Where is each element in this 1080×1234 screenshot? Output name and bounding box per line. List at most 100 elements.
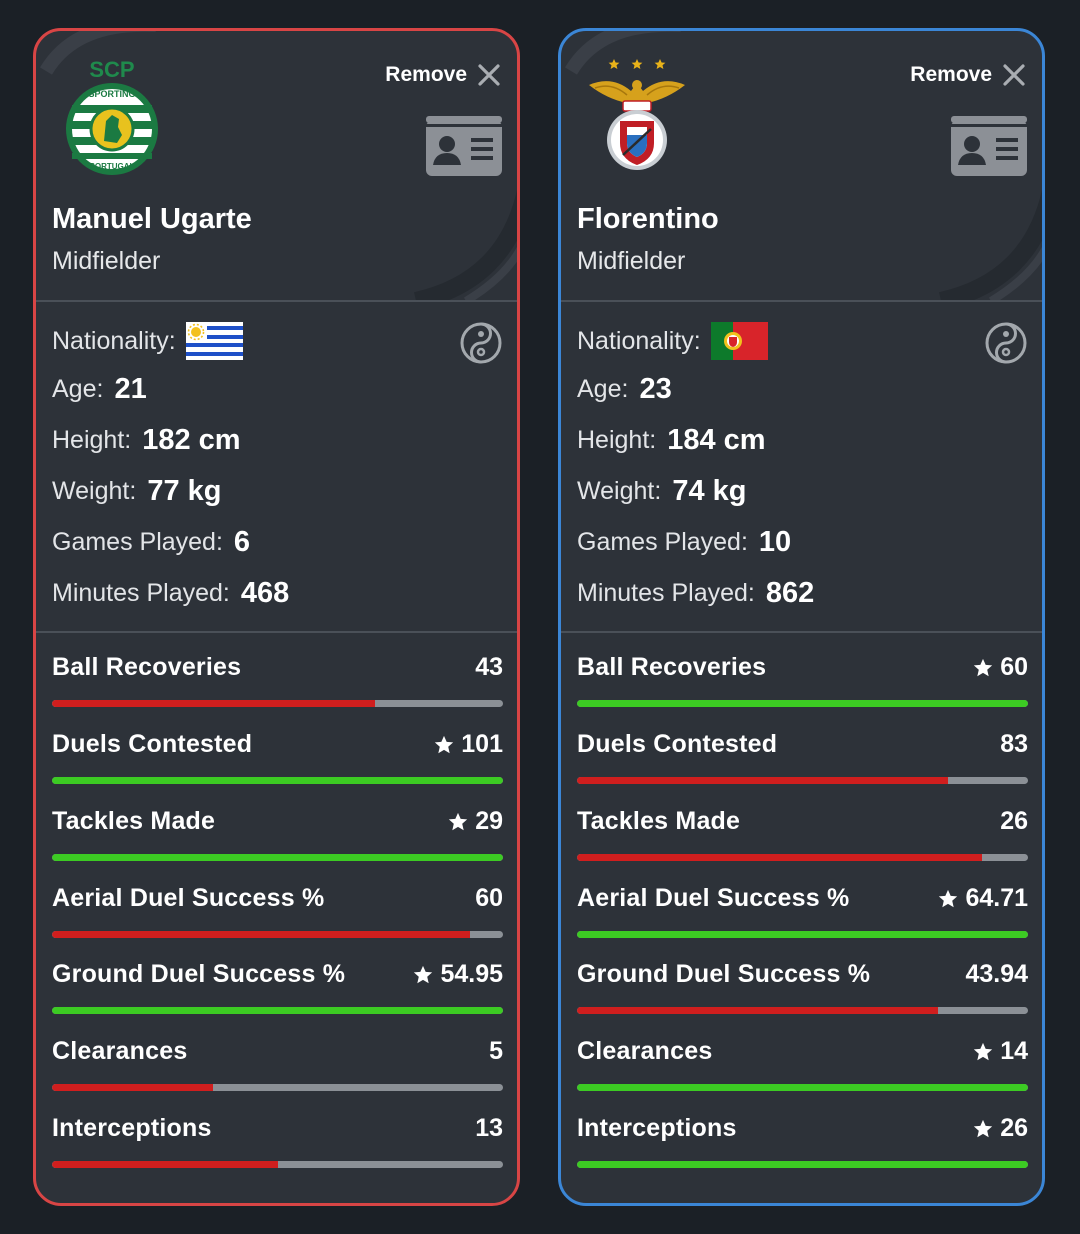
weight-label: Weight:	[52, 477, 137, 505]
stat-bar-fill	[577, 1007, 938, 1014]
star-icon	[974, 1042, 993, 1060]
weight-label: Weight:	[577, 477, 662, 505]
card-header: Remove Florentino Midfielder	[561, 31, 1042, 302]
portugal-flag	[710, 322, 768, 360]
close-icon	[1003, 64, 1025, 86]
height-value: 182 cm	[142, 424, 241, 456]
header-arc-decoration	[564, 31, 1042, 300]
age-value: 21	[114, 373, 147, 405]
weight-value: 74 kg	[672, 475, 747, 507]
stat-bar	[52, 931, 503, 938]
stat-label: Ground Duel Success %	[52, 960, 346, 988]
stat-bar-fill	[52, 700, 376, 707]
id-card-icon[interactable]	[425, 115, 503, 177]
stat-row: Ground Duel Success % 54.95	[52, 954, 503, 1030]
stat-label: Aerial Duel Success %	[577, 884, 850, 912]
minutes-value: 862	[765, 577, 815, 609]
star-icon	[449, 812, 468, 830]
stat-bar-fill	[52, 1161, 278, 1168]
stat-bar	[52, 1007, 503, 1014]
stat-number: 101	[461, 730, 503, 758]
stat-bar	[577, 1007, 1028, 1014]
stat-row: Clearances 14	[577, 1031, 1028, 1107]
stat-value: 101	[433, 730, 503, 759]
player-card-right: Remove Florentino Midfielder Nationality…	[558, 28, 1045, 1206]
weight-value: 77 kg	[147, 475, 222, 507]
age-label: Age:	[577, 375, 629, 403]
stat-row: Duels Contested 101	[52, 724, 503, 800]
weight-row: Weight: 77 kg	[52, 475, 221, 508]
nationality-row: Nationality:	[52, 322, 243, 360]
player-name: Florentino	[577, 203, 719, 235]
stat-value: 29	[447, 807, 503, 836]
stat-value: 26	[972, 1114, 1028, 1143]
crest-scp-text: SCP	[89, 57, 134, 82]
stats-list: Ball Recoveries 60 Duels Contested 83 Ta…	[561, 633, 1042, 1193]
minutes-row: Minutes Played: 468	[52, 577, 289, 610]
age-row: Age: 23	[577, 373, 672, 406]
stat-bar-fill	[52, 1007, 503, 1014]
stat-bar-fill	[577, 1084, 1028, 1091]
stat-number: 29	[475, 807, 503, 835]
stat-label: Clearances	[577, 1037, 713, 1065]
games-value: 6	[233, 526, 251, 558]
player-bio: Nationality: Age: 23 Height: 184 cm Weig…	[561, 302, 1042, 633]
games-label: Games Played:	[52, 528, 223, 556]
star-icon	[939, 889, 958, 907]
star-icon	[435, 735, 454, 753]
stat-bar-fill	[52, 777, 503, 784]
benfica-crest	[589, 59, 685, 170]
stat-bar	[52, 700, 503, 707]
remove-label: Remove	[910, 63, 992, 86]
height-value: 184 cm	[667, 424, 766, 456]
stat-row: Ball Recoveries 43	[52, 647, 503, 723]
stat-value: 60	[972, 653, 1028, 682]
player-name: Manuel Ugarte	[52, 203, 252, 235]
stat-label: Tackles Made	[52, 807, 216, 835]
compare-icon[interactable]	[459, 321, 503, 365]
stat-number: 26	[1000, 807, 1028, 835]
remove-button[interactable]: Remove	[385, 61, 503, 89]
stat-number: 60	[1000, 653, 1028, 681]
stat-bar-fill	[577, 777, 948, 784]
remove-button[interactable]: Remove	[910, 61, 1028, 89]
stat-label: Ground Duel Success %	[577, 960, 871, 988]
stat-value: 26	[1000, 807, 1028, 836]
stat-bar-fill	[52, 854, 503, 861]
minutes-row: Minutes Played: 862	[577, 577, 814, 610]
player-bio: Nationality: Age: 21 Height: 182	[36, 302, 517, 633]
weight-row: Weight: 74 kg	[577, 475, 746, 508]
id-card-icon[interactable]	[950, 115, 1028, 177]
stat-row: Duels Contested 83	[577, 724, 1028, 800]
player-position: Midfielder	[577, 247, 686, 275]
stat-bar	[52, 777, 503, 784]
stat-value: 13	[475, 1114, 503, 1143]
card-header: SCP SPORTING PORTUGAL Remove	[36, 31, 517, 302]
stat-label: Aerial Duel Success %	[52, 884, 325, 912]
stat-number: 26	[1000, 1114, 1028, 1142]
stat-bar-fill	[577, 1161, 1028, 1168]
stat-bar	[577, 1084, 1028, 1091]
stat-bar-fill	[577, 700, 1028, 707]
stat-label: Ball Recoveries	[52, 653, 242, 681]
remove-label: Remove	[385, 63, 467, 86]
stat-value: 43.94	[965, 960, 1028, 989]
stat-value: 43	[475, 653, 503, 682]
stat-number: 43.94	[965, 960, 1028, 988]
stat-number: 83	[1000, 730, 1028, 758]
stat-number: 43	[475, 653, 503, 681]
close-icon	[478, 64, 500, 86]
stat-bar	[52, 1161, 503, 1168]
stat-number: 14	[1000, 1037, 1028, 1065]
stat-bar-fill	[52, 1084, 213, 1091]
stat-number: 13	[475, 1114, 503, 1142]
player-position: Midfielder	[52, 247, 161, 275]
age-label: Age:	[52, 375, 104, 403]
compare-icon[interactable]	[984, 321, 1028, 365]
stat-value: 83	[1000, 730, 1028, 759]
stat-row: Ball Recoveries 60	[577, 647, 1028, 723]
stat-row: Ground Duel Success % 43.94	[577, 954, 1028, 1030]
nationality-label: Nationality:	[577, 326, 701, 355]
height-row: Height: 184 cm	[577, 424, 766, 457]
stat-row: Clearances 5	[52, 1031, 503, 1107]
